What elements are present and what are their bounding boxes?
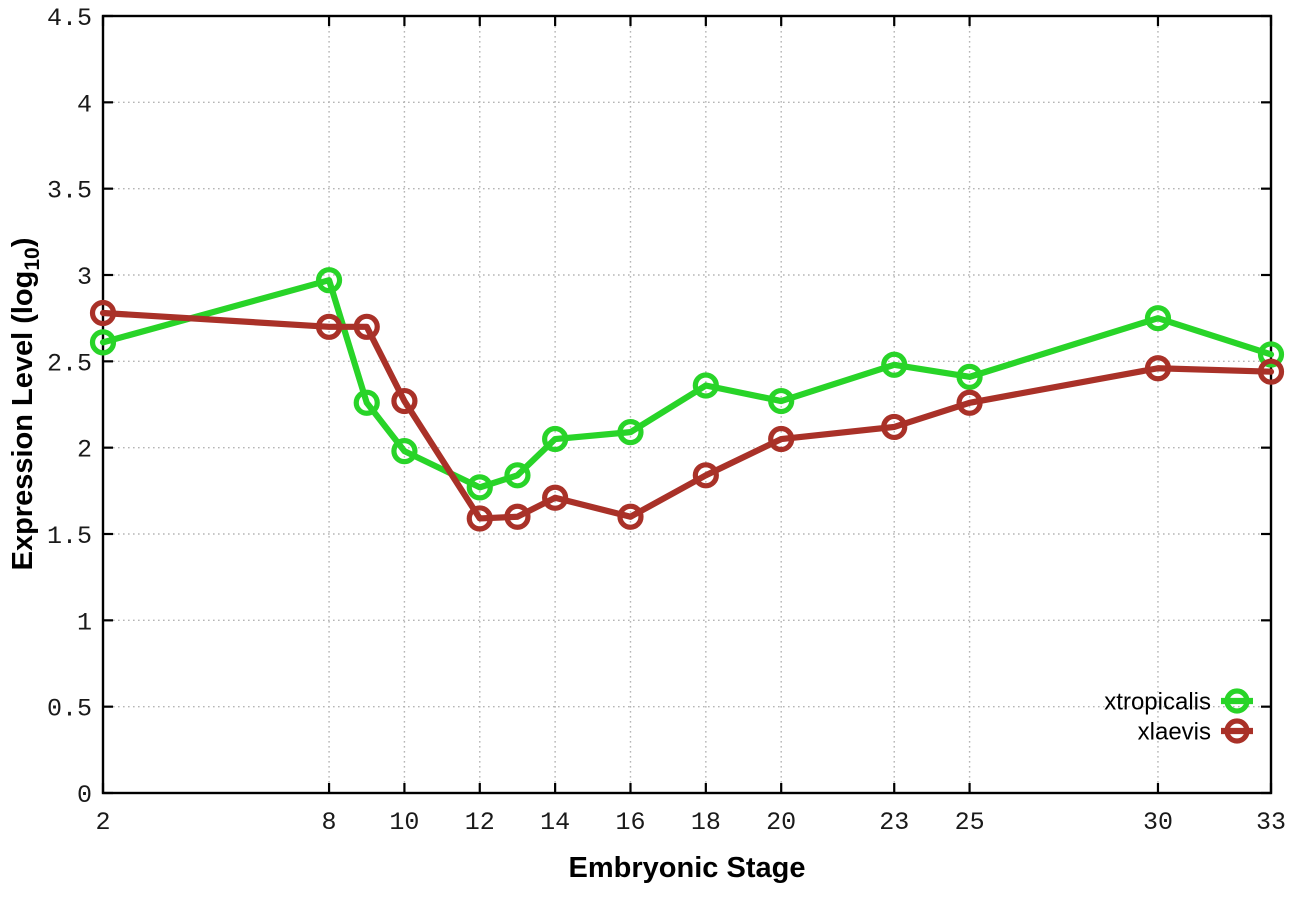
data-point-marker-xlaevis (1144, 355, 1172, 382)
x-tick-label: 30 (1143, 808, 1173, 837)
data-point-marker-xlaevis (89, 299, 117, 327)
data-point-marker-xlaevis (504, 503, 531, 530)
data-point-marker-xlaevis (881, 413, 908, 441)
y-tick-labels: 0 0.5 1 1.5 2 2.5 3 3.5 4 4.5 (47, 4, 92, 810)
x-tick-label: 25 (955, 808, 985, 837)
legend-label-xtropicalis: xtropicalis (1104, 689, 1211, 716)
data-point-marker-xlaevis (353, 313, 380, 340)
x-tick-labels: 2 8 10 12 14 16 18 20 23 25 30 33 (95, 808, 1286, 837)
gridlines (102, 15, 1272, 794)
series-markers-xtropicalis (89, 267, 1285, 501)
data-point-marker-xtropicalis (617, 419, 644, 446)
y-tick-label: 0 (77, 781, 92, 810)
data-point-marker-xtropicalis (1257, 341, 1285, 368)
y-tick-label: 3.5 (47, 177, 92, 206)
series-line-xtropicalis (99, 277, 1275, 491)
data-point-marker-xlaevis (315, 313, 343, 340)
data-point-marker-xtropicalis (542, 425, 569, 453)
x-tick-label: 2 (95, 808, 110, 837)
data-point-marker-xtropicalis (353, 389, 380, 416)
legend-label-xlaevis: xlaevis (1138, 719, 1211, 746)
y-tick-label: 1.5 (47, 522, 92, 551)
legend: xtropicalis xlaevis (1104, 688, 1253, 746)
data-point-marker-xtropicalis (1144, 305, 1172, 332)
plot-border (101, 14, 1273, 795)
x-tick-label: 10 (389, 808, 419, 837)
y-tick-label: 0.5 (47, 695, 92, 724)
x-tick-label: 14 (540, 808, 570, 837)
y-tick-label: 1 (77, 608, 92, 637)
data-point-marker-xtropicalis (768, 387, 795, 415)
y-tick-label: 2 (77, 436, 92, 465)
data-point-marker-xtropicalis (391, 438, 418, 465)
x-tick-label: 18 (691, 808, 721, 837)
data-point-marker-xtropicalis (692, 372, 719, 399)
data-point-marker-xtropicalis (466, 474, 493, 501)
x-tick-label: 8 (322, 808, 337, 837)
x-tick-label: 33 (1256, 808, 1286, 837)
data-point-marker-xtropicalis (881, 351, 908, 378)
data-point-marker-xlaevis (391, 387, 418, 415)
x-tick-label: 16 (615, 808, 645, 837)
series-line-xlaevis (99, 309, 1275, 522)
legend-marker-xlaevis (1224, 718, 1250, 744)
data-point-marker-xtropicalis (504, 462, 531, 489)
x-tick-label: 20 (766, 808, 796, 837)
y-axis-title: Expression Level (log10) (7, 238, 44, 571)
series-markers-xlaevis (89, 299, 1285, 532)
tick-marks (101, 14, 1273, 795)
data-point-marker-xlaevis (956, 389, 983, 416)
y-tick-label: 4 (77, 90, 92, 119)
x-tick-label: 12 (465, 808, 495, 837)
data-point-marker-xlaevis (768, 425, 795, 453)
legend-marker-xtropicalis (1224, 688, 1250, 714)
y-tick-label: 4.5 (47, 4, 92, 33)
data-point-marker-xlaevis (692, 462, 719, 489)
data-point-marker-xtropicalis (89, 329, 117, 356)
data-point-marker-xlaevis (466, 505, 493, 532)
y-tick-label: 3 (77, 263, 92, 292)
x-tick-label: 23 (879, 808, 909, 837)
data-point-marker-xtropicalis (956, 363, 983, 390)
y-tick-label: 2.5 (47, 349, 92, 378)
data-point-marker-xlaevis (1257, 358, 1285, 385)
x-axis-title: Embryonic Stage (569, 852, 806, 884)
data-point-marker-xlaevis (542, 484, 569, 511)
data-point-marker-xlaevis (617, 503, 644, 530)
data-point-marker-xtropicalis (315, 267, 343, 294)
